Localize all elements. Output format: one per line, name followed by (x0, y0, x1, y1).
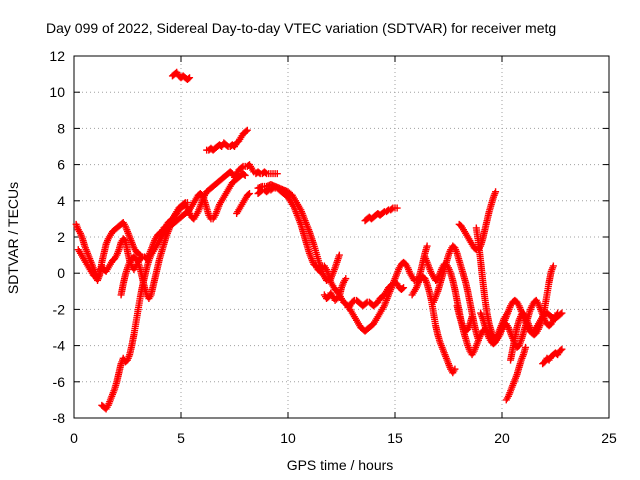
axis-ticks: -8 -6 -4 -2 0 2 4 6 8 10 12 0 5 10 15 20 25 (49, 48, 617, 446)
data-point-dense (184, 75, 192, 83)
x-tick-label: 20 (494, 430, 510, 446)
x-tick-label: 15 (387, 430, 403, 446)
y-tick-label: 10 (49, 84, 65, 100)
data-point (183, 199, 191, 207)
data-point (492, 188, 500, 196)
y-tick-label: 2 (57, 229, 65, 245)
y-tick-label: -4 (53, 338, 66, 354)
y-tick-label: -2 (53, 301, 66, 317)
data-point (451, 365, 459, 373)
data-point-dense (398, 285, 406, 293)
y-tick-label: 6 (57, 157, 65, 173)
data-point-dense (379, 209, 387, 217)
data-point (474, 336, 482, 344)
data-point (241, 171, 249, 179)
chart-title: Day 099 of 2022, Sidereal Day-to-day VTE… (46, 20, 556, 36)
data-point (558, 309, 566, 317)
y-axis-title: SDTVAR / TECUs (5, 182, 21, 294)
data-point (558, 345, 566, 353)
data-point-dense (135, 250, 143, 258)
data-point (522, 343, 530, 351)
data-point (245, 190, 253, 198)
y-tick-label: 4 (57, 193, 65, 209)
data-point (273, 170, 281, 178)
data-point (423, 242, 431, 250)
y-tick-label: 8 (57, 120, 65, 136)
data-points (72, 68, 566, 413)
data-point-dense (384, 207, 392, 215)
data-point (393, 204, 401, 212)
x-tick-label: 10 (280, 430, 296, 446)
data-point (468, 313, 476, 321)
y-tick-label: -6 (53, 374, 66, 390)
data-point (186, 74, 194, 82)
data-point-dense (388, 205, 396, 213)
data-point-dense (244, 190, 252, 198)
data-point (136, 251, 144, 259)
data-point (549, 262, 557, 270)
x-tick-label: 0 (70, 430, 78, 446)
data-point-dense (238, 163, 246, 171)
data-point (342, 275, 350, 283)
grid-lines (74, 56, 609, 418)
data-point (243, 126, 251, 134)
x-tick-label: 5 (177, 430, 185, 446)
data-point-dense (242, 127, 250, 135)
data-point (400, 284, 408, 292)
y-tick-label: 12 (49, 48, 65, 64)
x-axis-title: GPS time / hours (287, 457, 394, 473)
data-point-dense (240, 171, 248, 179)
y-tick-label: -8 (53, 410, 66, 426)
data-point-dense (557, 310, 565, 318)
data-point-dense (262, 169, 270, 177)
data-point (335, 251, 343, 259)
data-point-dense (557, 346, 565, 354)
x-tick-label: 25 (601, 430, 617, 446)
data-point-dense (180, 200, 188, 208)
y-tick-label: 0 (57, 265, 65, 281)
